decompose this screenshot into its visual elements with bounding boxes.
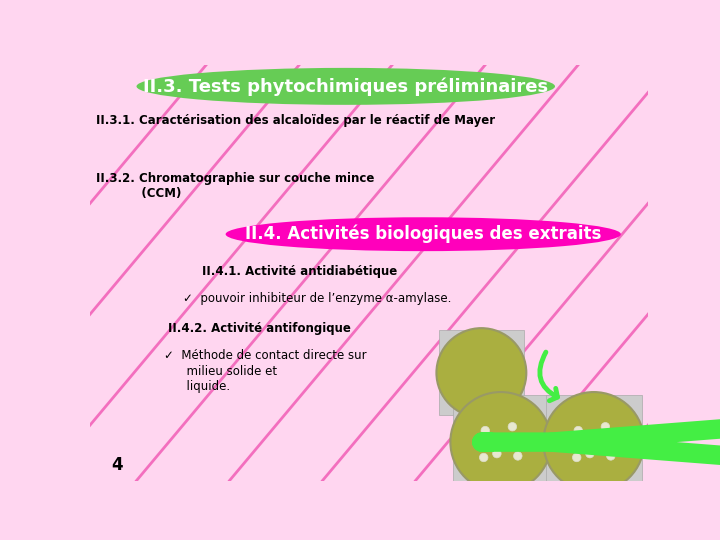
Ellipse shape	[585, 449, 594, 458]
Ellipse shape	[480, 453, 488, 462]
Text: liquide.: liquide.	[163, 380, 230, 393]
Text: ✓  Méthode de contact directe sur: ✓ Méthode de contact directe sur	[163, 349, 366, 362]
Ellipse shape	[225, 217, 621, 251]
Ellipse shape	[492, 449, 501, 458]
Text: II.3. Tests phytochimiques préliminaires: II.3. Tests phytochimiques préliminaires	[143, 77, 549, 96]
Ellipse shape	[481, 426, 490, 435]
Text: II.4.1. Activité antidiabétique: II.4.1. Activité antidiabétique	[202, 265, 397, 278]
FancyBboxPatch shape	[438, 330, 524, 415]
Text: II.4. Activités biologiques des extraits: II.4. Activités biologiques des extraits	[245, 225, 601, 244]
Text: ✓  pouvoir inhibiteur de l’enzyme α-amylase.: ✓ pouvoir inhibiteur de l’enzyme α-amyla…	[183, 292, 451, 305]
Ellipse shape	[574, 426, 582, 435]
Ellipse shape	[606, 452, 615, 460]
FancyBboxPatch shape	[453, 395, 549, 490]
Text: II.3.2. Chromatographie sur couche mince: II.3.2. Chromatographie sur couche mince	[96, 172, 374, 185]
Text: (CCM): (CCM)	[96, 187, 181, 200]
Text: II.3.1. Caractérisation des alcaloïdes par le réactif de Mayer: II.3.1. Caractérisation des alcaloïdes p…	[96, 114, 495, 127]
FancyBboxPatch shape	[546, 395, 642, 490]
Ellipse shape	[508, 422, 517, 431]
Ellipse shape	[544, 392, 644, 492]
Ellipse shape	[601, 422, 610, 431]
Text: milieu solide et: milieu solide et	[163, 364, 276, 378]
Ellipse shape	[513, 452, 522, 460]
Ellipse shape	[436, 328, 526, 417]
Ellipse shape	[137, 68, 555, 105]
Ellipse shape	[451, 392, 551, 492]
Text: 4: 4	[112, 456, 123, 474]
Text: II.4.2. Activité antifongique: II.4.2. Activité antifongique	[168, 322, 351, 335]
Ellipse shape	[572, 453, 581, 462]
